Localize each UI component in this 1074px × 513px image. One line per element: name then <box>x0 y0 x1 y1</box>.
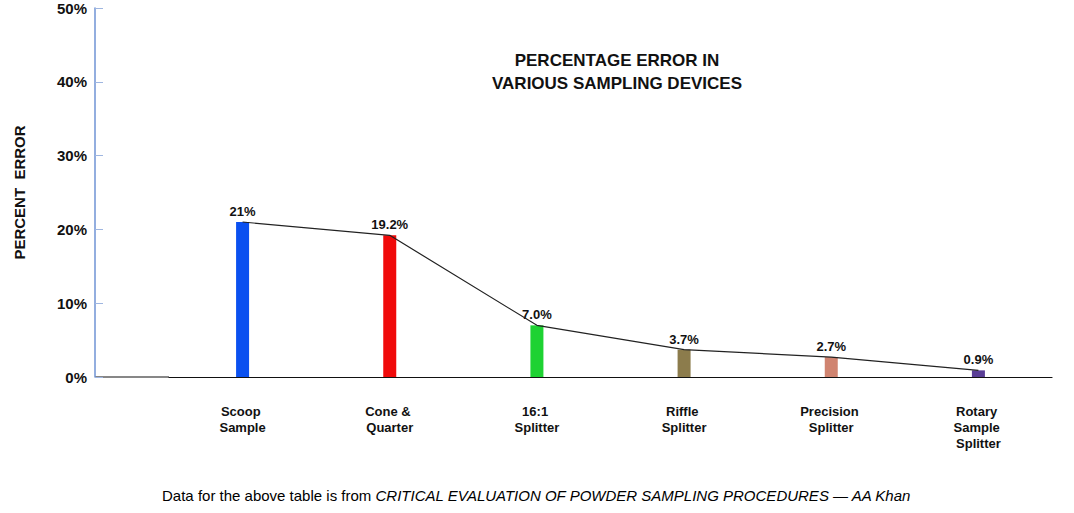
svg-text:50%: 50% <box>57 0 87 17</box>
svg-text:0.9%: 0.9% <box>964 352 994 367</box>
svg-text:40%: 40% <box>57 73 87 90</box>
svg-text:Scoop: Scoop <box>221 404 264 419</box>
svg-text:Precision: Precision <box>800 404 862 419</box>
svg-text:Splitter: Splitter <box>809 420 854 435</box>
svg-text:Sample: Sample <box>953 420 1003 435</box>
svg-text:Rotary: Rotary <box>956 404 1001 419</box>
svg-text:PERCENT ERROR: PERCENT ERROR <box>11 125 28 259</box>
svg-text:Quarter: Quarter <box>366 420 413 435</box>
svg-text:PERCENTAGE ERROR IN: PERCENTAGE ERROR IN <box>515 51 720 70</box>
svg-text:Splitter: Splitter <box>662 420 707 435</box>
svg-text:VARIOUS SAMPLING DEVICES: VARIOUS SAMPLING DEVICES <box>492 74 742 93</box>
svg-text:30%: 30% <box>57 147 87 164</box>
svg-text:20%: 20% <box>57 221 87 238</box>
svg-text:Splitter: Splitter <box>956 436 1001 451</box>
svg-text:Cone &: Cone & <box>365 404 414 419</box>
svg-text:3.7%: 3.7% <box>669 332 699 347</box>
svg-text:Data for the above table is fr: Data for the above table is from <box>162 487 375 504</box>
svg-text:7.0%: 7.0% <box>522 307 552 322</box>
svg-text:10%: 10% <box>57 295 87 312</box>
svg-text:16:1: 16:1 <box>522 404 552 419</box>
svg-text:CRITICAL EVALUATION OF POWDER: CRITICAL EVALUATION OF POWDER SAMPLING P… <box>375 487 910 504</box>
svg-text:21%: 21% <box>230 204 256 219</box>
svg-text:0%: 0% <box>65 369 87 386</box>
svg-text:19.2%: 19.2% <box>371 217 408 232</box>
svg-text:Splitter: Splitter <box>515 420 560 435</box>
svg-text:2.7%: 2.7% <box>816 339 846 354</box>
svg-text:Sample: Sample <box>219 420 265 435</box>
svg-text:Riffle: Riffle <box>666 404 702 419</box>
